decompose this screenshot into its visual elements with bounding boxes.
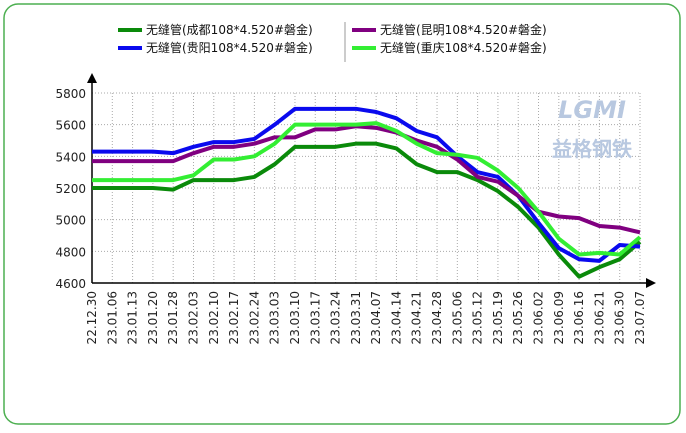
x-tick-label: 23.01.13: [126, 291, 140, 344]
x-tick-label: 23.03.24: [329, 291, 343, 344]
x-tick-label: 22.12.30: [85, 291, 99, 344]
legend-label: 无缝管(贵阳108*4.520#磐金): [146, 40, 313, 55]
x-tick-label: 23.06.21: [592, 291, 606, 344]
y-tick-label: 4600: [55, 277, 86, 291]
grid: [91, 92, 641, 284]
legend-label: 无缝管(昆明108*4.520#磐金): [380, 22, 547, 37]
watermark-logo: LGMI: [558, 96, 626, 124]
legend-label: 无缝管(重庆108*4.520#磐金): [380, 40, 547, 55]
x-tick-label: 23.05.06: [450, 291, 464, 344]
x-tick-label: 23.04.07: [369, 291, 383, 344]
x-tick-label: 23.07.07: [633, 291, 647, 344]
series-line: [92, 141, 642, 279]
watermark-name: 益格钢铁: [552, 137, 632, 161]
x-tick-label: 23.04.14: [389, 291, 403, 344]
x-tick-label: 23.06.09: [552, 291, 566, 344]
series-line: [92, 106, 641, 263]
y-tick-label: 5200: [55, 182, 86, 196]
series-line: [92, 121, 642, 257]
y-tick-label: 5400: [55, 150, 86, 164]
legend-label: 无缝管(成都108*4.520#磐金): [146, 22, 313, 37]
y-tick-label: 5600: [55, 119, 86, 133]
series-line: [92, 124, 641, 235]
x-tick-label: 23.02.10: [207, 291, 221, 344]
x-tick-label: 23.03.17: [308, 291, 322, 344]
x-tick-label: 23.03.03: [268, 291, 282, 344]
x-tick-label: 23.02.24: [247, 291, 261, 344]
frame: [3, 3, 681, 425]
x-tick-label: 23.02.03: [186, 291, 200, 344]
y-axis-arrow: [87, 73, 97, 83]
x-tick-label: 23.05.26: [511, 291, 525, 344]
x-tick-label: 23.01.06: [105, 291, 119, 344]
x-tick-label: 23.06.16: [572, 291, 586, 344]
x-tick-label: 23.02.17: [227, 291, 241, 344]
x-tick-label: 23.06.30: [613, 291, 627, 344]
y-tick-label: 5800: [55, 87, 86, 101]
x-axis-arrow: [646, 278, 656, 288]
y-tick-label: 5000: [55, 214, 86, 228]
x-tick-label: 23.05.12: [471, 291, 485, 344]
x-tick-label: 23.05.19: [491, 291, 505, 344]
x-tick-label: 23.01.28: [166, 291, 180, 344]
x-tick-label: 23.03.31: [349, 291, 363, 344]
x-tick-label: 23.06.02: [532, 291, 546, 344]
x-tick-label: 23.04.21: [410, 291, 424, 344]
x-tick-label: 23.03.10: [288, 291, 302, 344]
x-tick-label: 23.04.28: [430, 291, 444, 344]
x-tick-label: 23.01.20: [146, 291, 160, 344]
y-tick-label: 4800: [55, 245, 86, 259]
